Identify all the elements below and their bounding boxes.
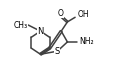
Text: S: S (55, 47, 60, 56)
Text: CH₃: CH₃ (13, 20, 27, 30)
Text: N: N (37, 27, 44, 36)
Text: NH₂: NH₂ (80, 37, 94, 46)
Text: O: O (58, 9, 63, 18)
Text: OH: OH (78, 10, 89, 20)
